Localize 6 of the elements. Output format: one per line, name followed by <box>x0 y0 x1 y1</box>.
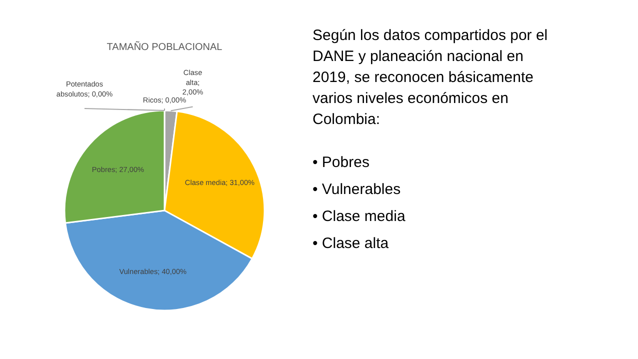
text: • Vulnerables <box>312 181 401 198</box>
text: • Pobres <box>312 154 370 171</box>
text: • Clase alta <box>312 235 390 252</box>
text: Según los datos compartidos por el DANE y planeación nacional en 2019, se reconocen básicamente varios niveles económicos en Colombia: <box>312 27 548 128</box>
chart-title: TAMAÑO POBLACIONAL <box>106 41 223 53</box>
text: • Clase media <box>312 208 406 225</box>
